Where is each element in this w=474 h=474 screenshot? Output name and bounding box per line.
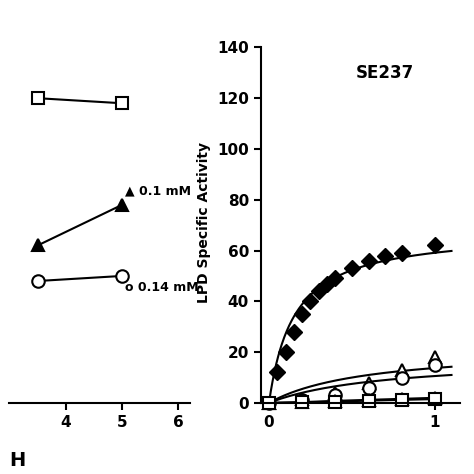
Text: ▲ 0.1 mM: ▲ 0.1 mM xyxy=(125,184,191,197)
Text: LPD Specific Activity: LPD Specific Activity xyxy=(197,142,211,303)
Text: H: H xyxy=(9,451,26,470)
Text: SE237: SE237 xyxy=(356,64,413,82)
Text: o 0.14 mM: o 0.14 mM xyxy=(125,281,199,294)
